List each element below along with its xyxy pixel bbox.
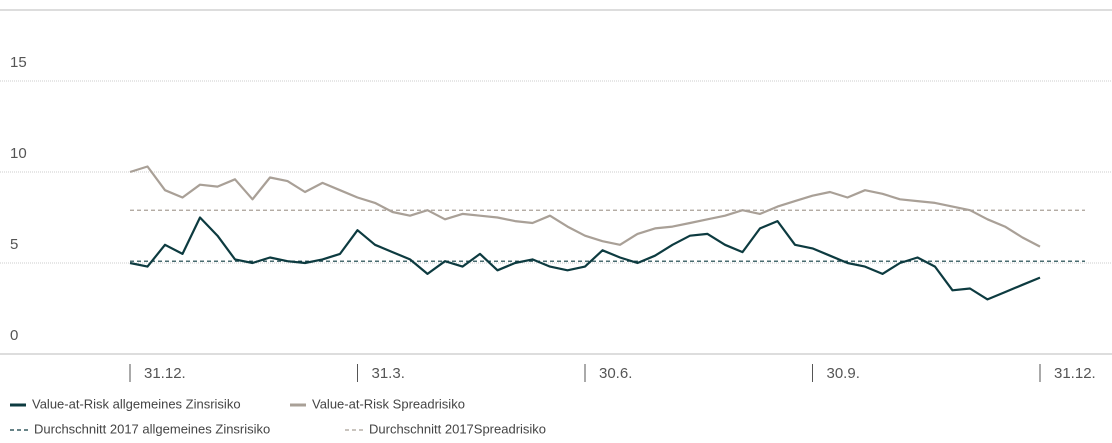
series-line [129,165,1041,248]
x-tick-label: 31.12. [1054,365,1096,382]
legend-label: Durchschnitt 2017 allgemeines Zinsrisiko [34,421,270,436]
x-tick-label: 31.12. [144,365,186,382]
y-tick-label: 15 [10,54,27,71]
legend-label: Value-at-Risk Spreadrisiko [312,396,465,411]
x-tick-label: 30.6. [599,365,632,382]
legend-label: Durchschnitt 2017Spreadrisiko [369,421,546,436]
legend-label: Value-at-Risk allgemeines Zinsrisiko [32,396,241,411]
y-tick-label: 0 [10,327,18,344]
x-tick-label: 30.9. [827,365,860,382]
series-line [129,216,1041,301]
y-tick-label: 10 [10,145,27,162]
y-tick-label: 5 [10,236,18,253]
x-tick-label: 31.3. [372,365,405,382]
